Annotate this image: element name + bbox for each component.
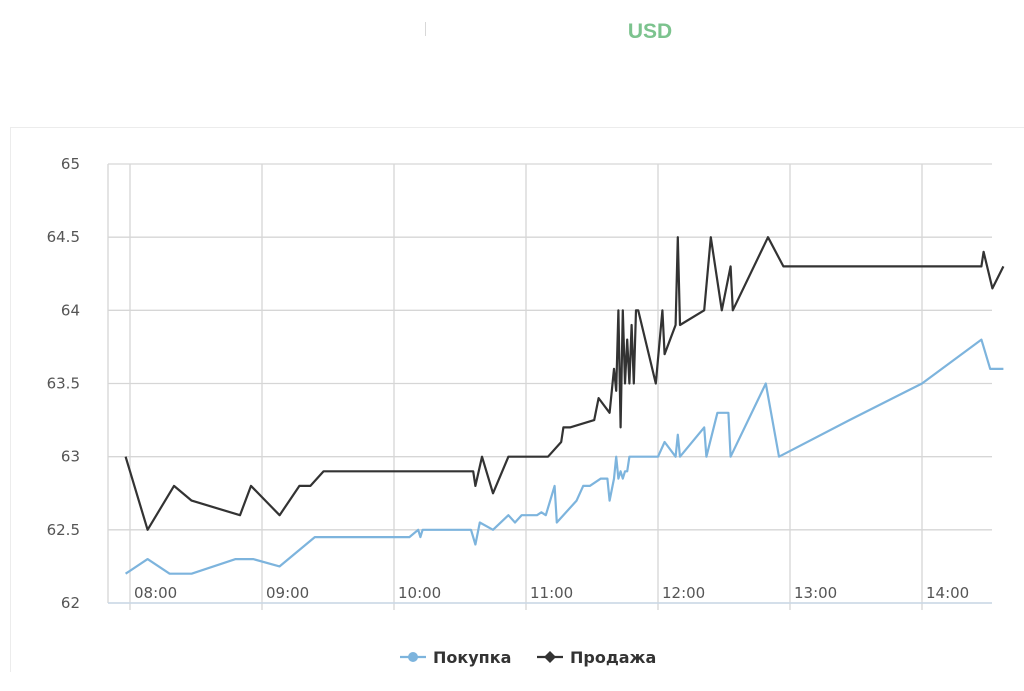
legend-item-sell[interactable]: Продажа	[537, 648, 656, 667]
legend-marker-diamond	[544, 651, 556, 663]
x-tick-label: 09:00	[266, 584, 309, 602]
x-tick-label: 13:00	[794, 584, 837, 602]
y-tick-label: 63	[61, 448, 80, 466]
header-divider	[425, 22, 426, 36]
y-tick-label: 64.5	[47, 228, 80, 246]
series-line-buy	[124, 338, 1004, 575]
chart-axes: 62 62.5 63 63.5 64 64.5 65 08:00 09:00 10:00 11:00…	[47, 155, 992, 612]
x-tick-label: 12:00	[662, 584, 705, 602]
series-line-sell	[124, 236, 1005, 531]
header-bar: USD	[0, 0, 1024, 80]
legend-item-buy[interactable]: Покупка	[400, 648, 511, 667]
legend-label: Продажа	[570, 648, 656, 667]
chart-legend[interactable]: Покупка Продажа	[400, 648, 656, 667]
legend-label: Покупка	[433, 648, 511, 667]
y-tick-label: 63.5	[47, 375, 80, 393]
x-tick-label: 11:00	[530, 584, 573, 602]
legend-marker-circle	[408, 652, 418, 662]
chart-panel	[10, 127, 1024, 672]
y-tick-label: 65	[61, 155, 80, 173]
chart-grid	[107, 163, 992, 610]
x-tick-label: 10:00	[398, 584, 441, 602]
x-tick-label: 08:00	[134, 584, 177, 602]
chart-series	[124, 236, 1005, 575]
y-tick-label: 62	[61, 594, 80, 612]
y-tick-label: 64	[61, 301, 80, 319]
y-tick-label: 62.5	[47, 521, 80, 539]
currency-title: USD	[627, 20, 673, 43]
x-tick-label: 14:00	[926, 584, 969, 602]
